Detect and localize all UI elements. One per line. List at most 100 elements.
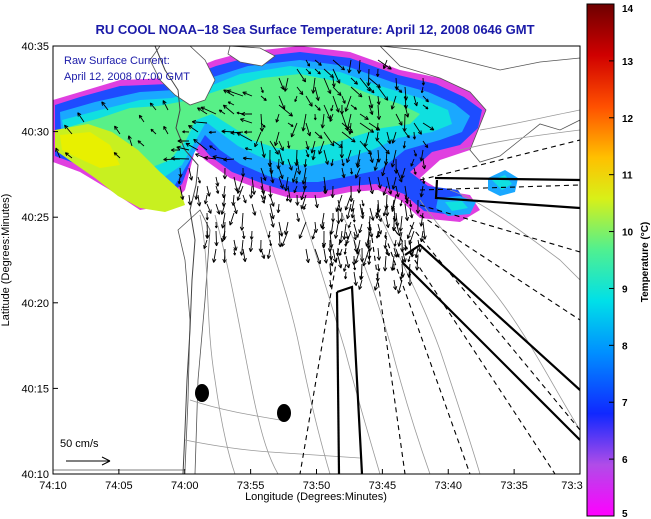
current-vector	[278, 104, 294, 117]
current-vector	[382, 255, 388, 272]
current-vector	[203, 239, 208, 250]
current-vector	[314, 68, 321, 75]
current-vector	[314, 104, 321, 111]
current-vector	[244, 147, 253, 151]
current-vector	[182, 130, 190, 134]
current-vector	[300, 185, 307, 201]
current-vector	[368, 95, 374, 109]
current-vector	[281, 230, 289, 247]
current-vector	[399, 271, 403, 280]
current-vector	[229, 212, 235, 226]
current-vector	[294, 95, 298, 103]
current-vector	[298, 221, 307, 239]
current-vector	[381, 158, 388, 177]
current-vector	[402, 140, 406, 149]
current-vector	[305, 149, 310, 158]
scale-vector: 50 cm/s	[60, 438, 111, 466]
current-vector	[331, 77, 336, 88]
current-vector	[321, 221, 325, 230]
current-vector	[260, 140, 266, 158]
current-vector	[332, 68, 341, 84]
current-vector	[342, 223, 347, 240]
current-vector	[359, 271, 363, 280]
x-tick-label: 74:10	[39, 480, 67, 492]
current-vector	[356, 158, 361, 168]
current-vector	[395, 185, 400, 198]
current-vector	[393, 158, 399, 174]
current-vector	[350, 207, 355, 219]
current-vector	[149, 102, 157, 111]
current-vector	[188, 167, 194, 181]
y-tick-label: 40:35	[21, 41, 49, 53]
current-vector	[176, 145, 190, 151]
current-vector	[114, 125, 121, 135]
current-vector	[266, 248, 271, 259]
current-vector	[377, 223, 383, 235]
current-vector	[382, 59, 388, 70]
current-vector	[361, 207, 365, 216]
current-vector	[278, 149, 285, 166]
current-vector	[409, 207, 414, 219]
current-vector	[400, 167, 406, 179]
current-vector	[373, 158, 379, 171]
current-vector	[242, 248, 247, 263]
current-vector	[407, 255, 411, 263]
x-tick-label: 73:50	[303, 480, 331, 492]
current-vector	[332, 86, 342, 97]
current-vector	[413, 167, 417, 175]
current-vector	[138, 114, 145, 123]
current-vector	[269, 194, 275, 207]
current-vector	[337, 199, 343, 212]
current-vector	[301, 113, 307, 132]
y-tick-label: 40:15	[21, 383, 49, 395]
current-vector	[377, 212, 382, 223]
current-vector	[341, 158, 345, 167]
current-vector	[339, 140, 345, 159]
current-vector	[227, 101, 235, 106]
current-vector	[233, 248, 237, 256]
current-vector	[260, 248, 266, 260]
colorbar-tick-label: 11	[622, 171, 633, 182]
current-vector	[230, 130, 244, 135]
current-vector	[260, 122, 266, 128]
current-vector	[291, 167, 298, 183]
current-vector	[333, 223, 339, 239]
current-vector	[233, 239, 238, 251]
current-vector	[290, 122, 298, 138]
current-vector	[203, 194, 208, 205]
current-vector	[260, 185, 267, 200]
current-vector	[242, 194, 247, 204]
current-vector	[222, 248, 227, 264]
current-vector	[323, 77, 332, 95]
current-vector	[393, 247, 398, 258]
x-tick-label: 73:45	[369, 480, 397, 492]
x-tick-label: 74:05	[105, 480, 133, 492]
land	[53, 46, 580, 474]
current-vector	[295, 176, 299, 184]
current-vector	[335, 247, 340, 257]
current-vector	[404, 194, 409, 204]
current-vector	[236, 132, 253, 142]
current-vector	[236, 185, 244, 201]
current-vector	[330, 185, 335, 199]
current-vector	[383, 239, 388, 249]
current-vector	[197, 176, 201, 184]
current-vector	[269, 212, 275, 228]
current-vector	[377, 59, 392, 70]
current-vector	[391, 176, 397, 190]
current-vector	[345, 231, 350, 240]
current-vector	[226, 89, 244, 97]
current-vector	[341, 167, 346, 179]
current-vector	[395, 221, 401, 237]
current-vector	[339, 104, 344, 115]
current-vector	[329, 113, 334, 122]
current-vector	[382, 185, 388, 196]
current-vector	[330, 104, 334, 112]
y-axis: 40:35 40:30 40:25 40:20 40:15 40:10	[21, 41, 58, 481]
current-vector	[362, 248, 370, 267]
current-vector	[330, 158, 334, 167]
current-vector	[187, 194, 192, 206]
current-vector	[337, 255, 343, 269]
current-vector	[375, 231, 379, 239]
y-axis-label: Latitude (Degrees:Minutes)	[0, 194, 12, 327]
